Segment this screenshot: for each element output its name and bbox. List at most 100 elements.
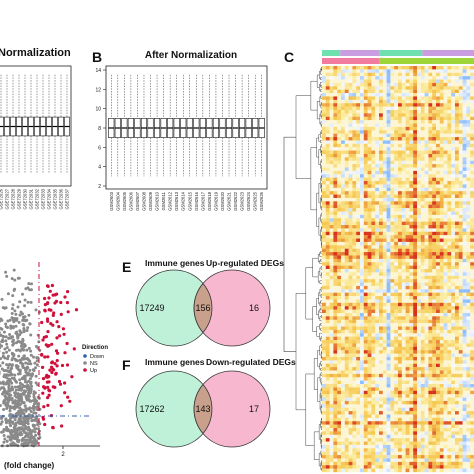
heatmap-cell [329, 113, 334, 117]
heatmap-cell [398, 116, 402, 121]
heatmap-cell [398, 394, 402, 398]
heatmap-cell [367, 181, 372, 185]
heatmap-cell [363, 109, 368, 114]
heatmap-cell [363, 380, 368, 385]
heatmap-cell [458, 390, 463, 395]
heatmap-cell [432, 360, 437, 364]
heatmap-cell [405, 86, 410, 90]
heatmap-cell [447, 370, 452, 375]
heatmap-cell [329, 170, 334, 175]
heatmap-cell [356, 82, 361, 87]
heatmap-cell [363, 323, 368, 327]
heatmap-cell [432, 384, 437, 388]
heatmap-cell [432, 245, 437, 249]
heatmap-cell [352, 306, 357, 310]
sample-label: GSM2608 [141, 191, 146, 211]
heatmap-cell [424, 272, 429, 276]
heatmap-cell [443, 296, 448, 300]
heatmap-cell [379, 167, 383, 172]
heatmap-cell [375, 404, 380, 408]
heatmap-cell [337, 86, 342, 90]
heatmap-cell [341, 82, 345, 87]
heatmap-cell [356, 191, 361, 195]
heatmap-cell [344, 269, 349, 273]
heatmap-cell [405, 167, 410, 172]
heatmap-cell [420, 289, 425, 293]
heatmap-cell [413, 397, 418, 402]
heatmap-cell [432, 258, 437, 263]
heatmap-cell [363, 211, 368, 216]
heatmap-cell [470, 323, 474, 327]
heatmap-cell [436, 302, 440, 307]
heatmap-cell [390, 130, 395, 134]
heatmap-cell [329, 380, 334, 385]
heatmap-cell [375, 343, 380, 348]
heatmap-cell [409, 191, 414, 195]
heatmap-cell [375, 167, 380, 172]
heatmap-cell [424, 373, 429, 378]
heatmap-cell [428, 235, 433, 239]
heatmap-cell [337, 197, 342, 202]
heatmap-cell [401, 255, 406, 260]
heatmap-cell [428, 343, 433, 348]
heatmap-cell [363, 184, 368, 188]
heatmap-cell [367, 93, 372, 97]
heatmap-cell [322, 69, 326, 73]
heatmap-cell [325, 99, 330, 104]
heatmap-cell [367, 360, 372, 364]
heatmap-cell [379, 367, 383, 371]
heatmap-cell [379, 380, 383, 385]
heatmap-cell [424, 356, 429, 361]
heatmap-cell [432, 184, 437, 188]
heatmap-cell [363, 177, 368, 182]
heatmap-cell [375, 279, 380, 283]
heatmap-cell [462, 72, 467, 77]
heatmap-cell [401, 269, 406, 273]
heatmap-cell [436, 323, 440, 327]
heatmap-cell [382, 89, 387, 94]
heatmap-cell [462, 340, 467, 344]
heatmap-cell [417, 201, 421, 205]
heatmap-cell [462, 82, 467, 87]
heatmap-cell [417, 329, 421, 334]
heatmap-cell [398, 380, 402, 385]
heatmap-cell [337, 411, 342, 415]
heatmap-cell [439, 404, 444, 408]
heatmap-cell [436, 137, 440, 141]
heatmap-cell [371, 170, 376, 175]
heatmap-cell [352, 282, 357, 287]
heatmap-cell [447, 177, 452, 182]
heatmap-cell [470, 235, 474, 239]
heatmap-cell [451, 336, 456, 341]
heatmap-cell [363, 373, 368, 378]
heatmap-cell [409, 360, 414, 364]
heatmap-cell [405, 353, 410, 358]
heatmap-cell [409, 363, 414, 368]
heatmap-cell [363, 214, 368, 219]
heatmap-cell [436, 370, 440, 375]
heatmap-cell [341, 353, 345, 358]
heatmap-cell [420, 181, 425, 185]
heatmap-cell [371, 255, 376, 260]
heatmap-cell [405, 380, 410, 385]
heatmap-cell [333, 116, 338, 121]
heatmap-cell [447, 72, 452, 77]
heatmap-cell [341, 214, 345, 219]
heatmap-cell [436, 316, 440, 320]
heatmap-cell [458, 143, 463, 148]
heatmap-cell [451, 204, 456, 209]
heatmap-cell [352, 414, 357, 419]
heatmap-cell [394, 316, 399, 320]
heatmap-cell [390, 174, 395, 178]
heatmap-cell [356, 211, 361, 216]
heatmap-cell [436, 326, 440, 331]
heatmap-cell [455, 407, 459, 412]
heatmap-cell [428, 245, 433, 249]
heatmap-cell [371, 106, 376, 111]
heatmap-cell [409, 184, 414, 188]
heatmap-cell [462, 373, 467, 378]
annotation-segment [379, 50, 423, 56]
heatmap-cell [341, 238, 345, 243]
heatmap-cell [337, 164, 342, 168]
heatmap-cell [363, 241, 368, 246]
